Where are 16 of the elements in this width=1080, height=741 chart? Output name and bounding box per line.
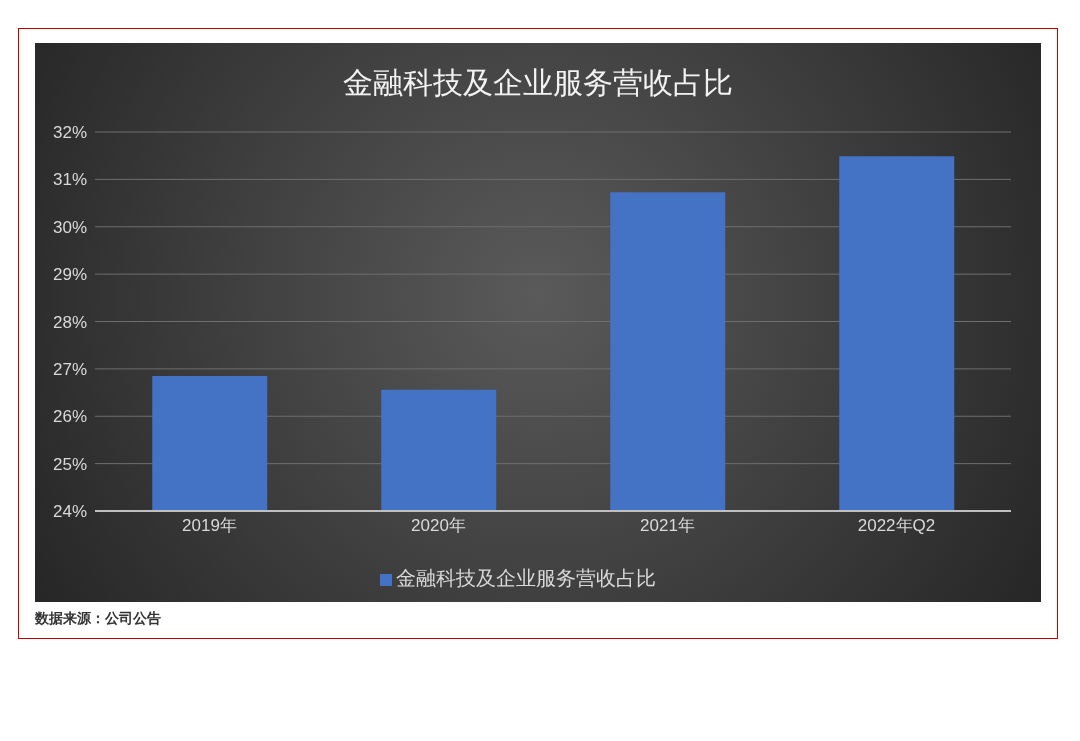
y-tick-label: 32% <box>52 123 87 143</box>
x-tick-label: 2021年 <box>640 516 695 536</box>
legend-label: 金融科技及企业服务营收占比 <box>396 566 656 590</box>
y-tick-label: 24% <box>52 502 87 522</box>
x-tick-label: 2022年Q2 <box>857 516 936 536</box>
y-tick-label: 30% <box>52 217 87 237</box>
chart-title: 金融科技及企业服务营收占比 <box>342 64 734 102</box>
y-tick-label: 25% <box>52 454 87 474</box>
y-tick-label: 29% <box>52 265 87 285</box>
x-tick-label: 2019年 <box>182 516 237 536</box>
y-tick-label: 26% <box>52 407 87 427</box>
x-tick-label: 2020年 <box>411 516 466 536</box>
y-tick-label: 28% <box>52 312 87 332</box>
y-tick-label: 27% <box>52 359 87 379</box>
y-tick-label: 31% <box>52 170 87 190</box>
source-note: 数据来源：公司公告 <box>35 610 162 628</box>
